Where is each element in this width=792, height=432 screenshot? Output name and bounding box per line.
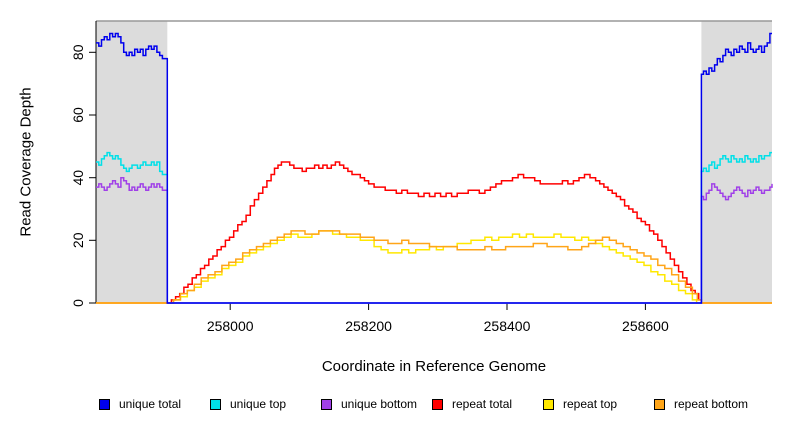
legend-swatch-unique-total	[99, 398, 110, 410]
legend-item-repeat-top: repeat top	[543, 397, 654, 411]
series-line-repeat-total	[96, 161, 772, 304]
x-tick-label: 258600	[622, 318, 669, 334]
series-line-repeat-bottom	[96, 230, 772, 304]
y-tick-label: 60	[70, 107, 86, 123]
legend-swatch-repeat-bottom	[654, 398, 665, 410]
legend-label-unique-bottom: unique bottom	[341, 397, 418, 411]
series-line-repeat-top	[96, 230, 772, 304]
legend-swatch-unique-top	[210, 398, 221, 410]
y-axis-label: Read Coverage Depth	[17, 87, 35, 237]
series-line-unique-total	[96, 32, 772, 304]
legend-swatch-repeat-top	[543, 398, 554, 410]
legend-item-repeat-total: repeat total	[432, 397, 543, 411]
legend: unique total unique top unique bottom repea…	[99, 397, 765, 411]
legend-swatch-unique-bottom	[321, 398, 332, 410]
legend-item-unique-total: unique total	[99, 397, 210, 411]
y-tick-label: 40	[70, 170, 86, 186]
legend-item-unique-bottom: unique bottom	[321, 397, 432, 411]
x-tick-label: 258400	[484, 318, 531, 334]
legend-swatch-repeat-total	[432, 398, 443, 410]
legend-item-repeat-bottom: repeat bottom	[654, 397, 765, 411]
x-axis-label: Coordinate in Reference Genome	[321, 358, 547, 375]
legend-label-unique-top: unique top	[230, 397, 287, 411]
legend-item-unique-top: unique top	[210, 397, 321, 411]
legend-label-unique-total: unique total	[119, 397, 182, 411]
y-tick-label: 0	[70, 299, 86, 307]
x-tick-label: 258200	[345, 318, 392, 334]
y-tick-label: 80	[70, 44, 86, 60]
y-tick-label: 20	[70, 232, 86, 248]
legend-label-repeat-top: repeat top	[563, 397, 618, 411]
x-tick-label: 258000	[207, 318, 254, 334]
legend-label-repeat-total: repeat total	[452, 397, 513, 411]
legend-label-repeat-bottom: repeat bottom	[674, 397, 749, 411]
masked-region	[96, 21, 168, 303]
